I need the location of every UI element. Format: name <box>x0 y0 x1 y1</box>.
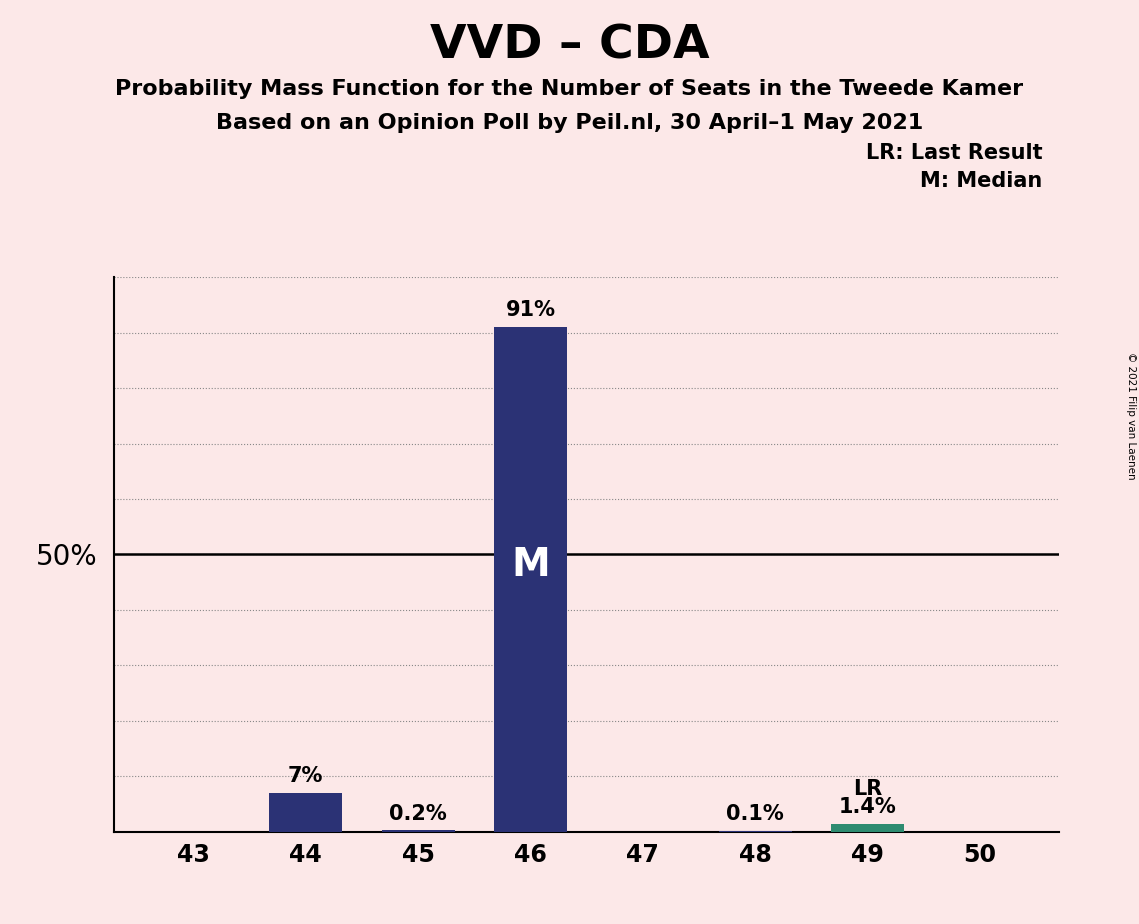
Text: © 2021 Filip van Laenen: © 2021 Filip van Laenen <box>1126 352 1136 480</box>
Text: 91%: 91% <box>506 300 556 321</box>
Text: LR: LR <box>853 779 882 799</box>
Bar <box>494 327 567 832</box>
Text: 0.1%: 0.1% <box>727 805 784 824</box>
Text: M: Median: M: Median <box>920 171 1042 191</box>
Text: LR: Last Result: LR: Last Result <box>866 143 1042 164</box>
Bar <box>831 824 904 832</box>
Text: 1.4%: 1.4% <box>838 797 896 817</box>
Text: VVD – CDA: VVD – CDA <box>429 23 710 68</box>
Bar <box>382 831 454 832</box>
Bar <box>269 793 342 832</box>
Text: Probability Mass Function for the Number of Seats in the Tweede Kamer: Probability Mass Function for the Number… <box>115 79 1024 99</box>
Text: Based on an Opinion Poll by Peil.nl, 30 April–1 May 2021: Based on an Opinion Poll by Peil.nl, 30 … <box>216 113 923 133</box>
Text: M: M <box>511 546 550 585</box>
Text: 0.2%: 0.2% <box>390 804 446 824</box>
Text: 7%: 7% <box>288 766 323 786</box>
